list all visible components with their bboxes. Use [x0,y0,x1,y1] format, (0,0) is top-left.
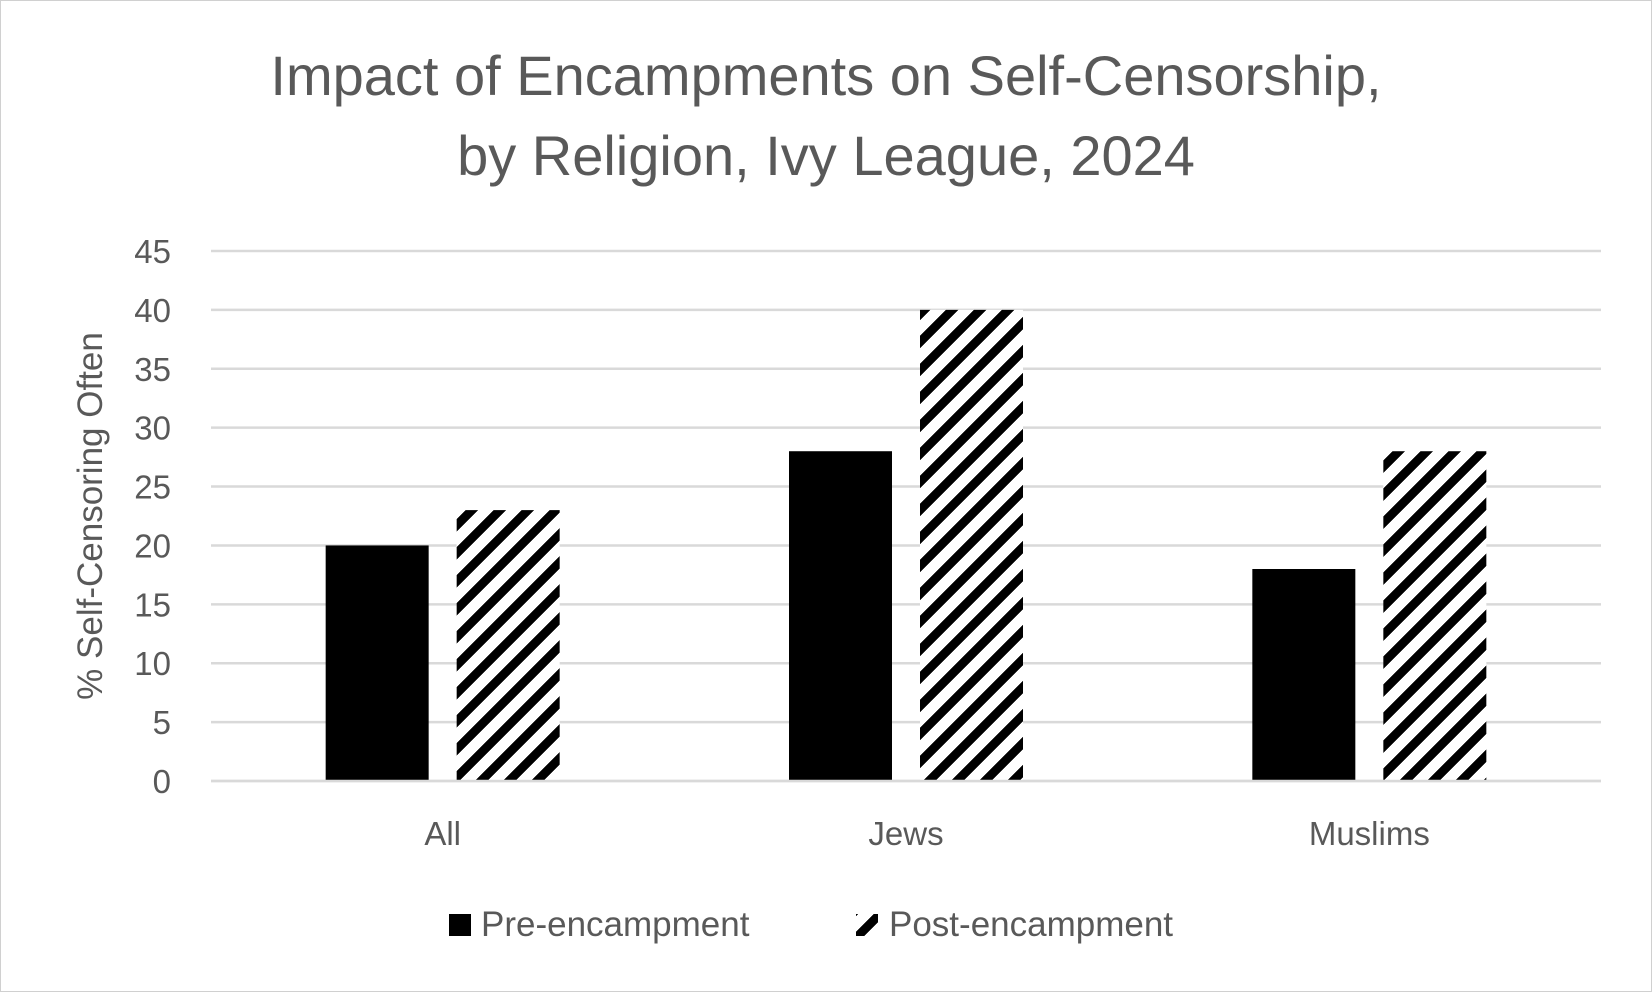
y-tick-label: 15 [134,586,171,623]
y-tick-label: 45 [134,233,171,270]
y-tick-label: 35 [134,351,171,388]
legend-item-post-encampment: Post-encampment [856,905,1173,944]
y-tick-label: 30 [134,410,171,447]
x-tick-label: All [424,815,461,852]
y-axis-ticks: 0 5 10 15 20 25 30 35 40 45 [134,233,171,800]
legend-item-pre-encampment: Pre-encampment [449,905,750,944]
bar-all-pre-encampment [325,545,429,781]
gridlines [211,249,1601,783]
chart-title-line-2: by Religion, Ivy League, 2024 [457,124,1195,187]
bar-jews-pre-encampment [789,451,892,781]
x-tick-label: Muslims [1309,815,1430,852]
y-tick-label: 40 [134,292,171,329]
y-tick-label: 25 [134,469,171,506]
bar-muslims-pre-encampment [1252,569,1356,781]
legend-swatch-pre-encampment [449,914,471,936]
y-tick-label: 10 [134,645,171,682]
bar-jews-post-encampment [920,309,1023,781]
legend-label-pre-encampment: Pre-encampment [481,905,750,944]
y-axis-label: % Self-Censoring Often [71,332,110,700]
legend-label-post-encampment: Post-encampment [889,905,1173,944]
chart-title-line-1: Impact of Encampments on Self-Censorship… [270,44,1381,107]
x-tick-label: Jews [868,815,943,852]
bars [325,309,1487,781]
x-axis-ticks: All Jews Muslims [424,815,1430,852]
legend: Pre-encampment Post-encampment [449,905,1173,944]
y-tick-label: 0 [153,763,171,800]
legend-swatch-post-encampment [856,914,878,936]
bar-all-post-encampment [456,510,560,781]
y-tick-label: 5 [153,704,171,741]
y-tick-label: 20 [134,527,171,564]
bar-muslims-post-encampment [1383,451,1487,781]
